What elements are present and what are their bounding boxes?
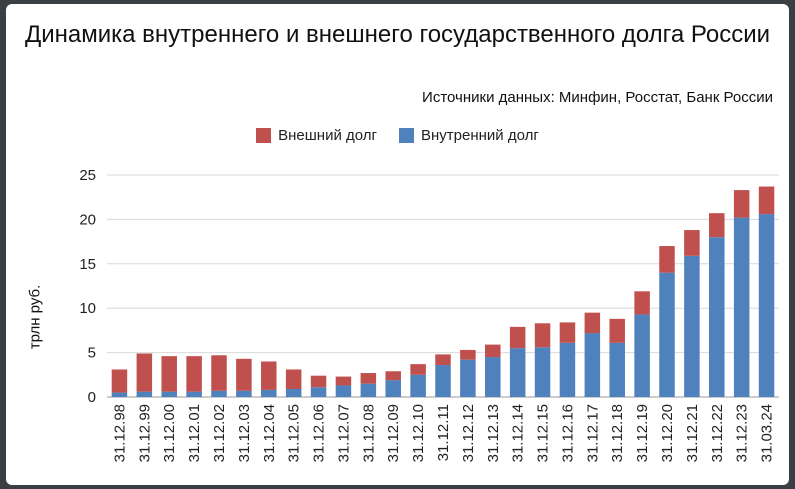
bar-internal [659,272,675,397]
bar-external [559,322,576,343]
bar-external [410,364,426,375]
bar-internal [460,359,476,397]
bar-external [584,312,601,334]
bar-internal [161,391,177,397]
bar-external [111,369,128,393]
bar-external [261,361,277,390]
bar-internal [136,391,153,397]
x-tick-label: 31.12.19 [634,404,651,462]
legend-swatch-external [256,128,272,143]
x-tick-label: 31.12.06 [311,404,328,462]
bar-external [733,190,750,218]
bar-external [435,354,451,366]
x-tick-label: 31.12.98 [111,404,128,462]
bar-external [136,353,153,392]
bar-internal [385,380,401,397]
x-tick-label: 31.12.22 [709,404,726,462]
bar-external [236,358,252,391]
bar-internal [186,391,202,397]
bar-external [684,230,700,256]
y-tick-label: 10 [79,300,96,317]
bar-external [460,349,476,360]
bar-external [758,186,775,215]
x-tick-label: 31.12.11 [435,404,452,461]
legend-label-internal: Внутренний долг [421,127,539,144]
bar-external [385,371,401,381]
bar-internal [733,217,750,397]
chart-source: Источники данных: Минфин, Росстат, Банк … [422,89,773,106]
bar-external [360,373,377,384]
bar-internal [435,365,451,397]
bar-internal [410,374,426,397]
bar-internal [211,390,227,397]
bar-external [659,246,675,273]
bar-external [709,213,725,238]
x-tick-label: 31.12.16 [559,404,576,462]
bar-internal [236,390,252,397]
x-tick-label: 31.12.13 [485,404,502,462]
x-tick-label: 31.12.15 [535,404,552,462]
bar-internal [261,389,277,397]
bar-internal [285,389,302,397]
bar-external [634,291,650,315]
bar-internal [584,333,601,397]
bar-external [186,356,202,392]
x-tick-label: 31.12.99 [136,404,153,462]
bar-external [335,376,352,386]
bar-internal [360,383,377,397]
bar-internal [485,357,501,397]
bar-external [609,318,625,343]
legend: Внешний долг Внутренний долг [0,127,795,144]
bar-internal [609,342,625,397]
x-tick-label: 31.12.07 [335,404,352,462]
y-tick-label: 15 [79,256,96,273]
bar-external [211,355,227,391]
x-tick-label: 31.12.05 [286,404,303,462]
bar-external [161,356,177,392]
x-tick-label: 31.12.03 [236,404,253,462]
x-tick-label: 31.12.21 [684,404,701,462]
y-tick-label: 20 [79,211,96,228]
x-tick-label: 31.12.02 [211,404,228,462]
x-tick-label: 31.12.00 [161,404,178,462]
bar-internal [709,237,725,397]
legend-swatch-internal [399,128,415,143]
x-tick-label: 31.12.04 [261,404,278,462]
x-tick-label: 31.12.10 [410,404,427,462]
bar-external [534,323,551,348]
legend-label-external: Внешний долг [278,127,378,144]
bar-internal [534,347,551,397]
bar-internal [758,214,775,397]
x-tick-label: 31.12.09 [385,404,402,462]
x-tick-label: 31.12.23 [734,404,751,462]
y-tick-label: 0 [88,389,96,406]
chart-title: Динамика внутреннего и внешнего государс… [24,21,771,48]
bar-internal [335,385,352,397]
bar-internal [509,348,526,397]
x-tick-label: 31.03.24 [759,404,776,462]
bar-external [509,326,526,349]
x-tick-label: 31.12.18 [609,404,626,462]
bar-internal [634,314,650,397]
x-tick-label: 31.12.01 [186,404,203,462]
y-tick-label: 25 [79,167,96,184]
legend-item-internal: Внутренний долг [399,127,539,144]
bar-external [285,369,302,390]
bar-external [485,344,501,358]
x-tick-label: 31.12.12 [460,404,477,462]
x-tick-label: 31.12.17 [584,404,601,462]
bar-internal [559,342,576,397]
legend-item-external: Внешний долг [256,127,377,144]
x-tick-label: 31.12.20 [659,404,676,462]
bar-internal [111,392,128,397]
bar-internal [310,387,327,397]
bar-internal [684,255,700,397]
x-tick-label: 31.12.08 [360,404,377,462]
bar-external [310,375,327,388]
y-tick-label: 5 [88,345,96,362]
chart-frame [6,4,789,485]
x-tick-label: 31.12.14 [510,404,527,462]
